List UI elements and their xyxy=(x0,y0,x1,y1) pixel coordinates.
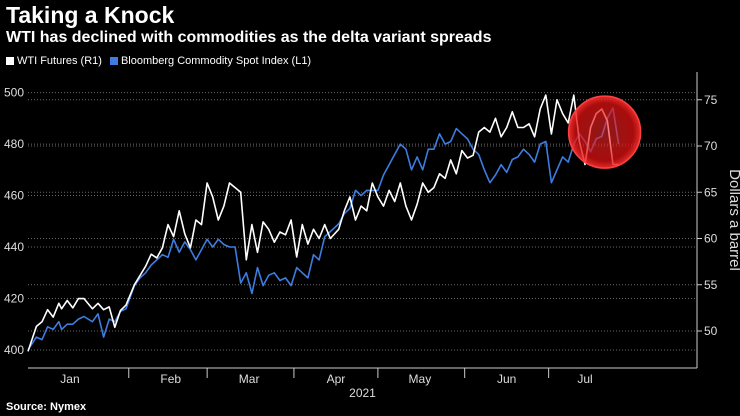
legend-item-bcom: Bloomberg Commodity Spot Index (L1) xyxy=(109,55,312,67)
legend-swatch-wti xyxy=(6,57,14,65)
x-tick-jun: Jun xyxy=(497,372,516,386)
right-tick-70: 70 xyxy=(704,139,718,153)
left-tick-480: 480 xyxy=(4,137,24,151)
x-tick-may: May xyxy=(409,372,432,386)
legend: WTI Futures (R1) Bloomberg Commodity Spo… xyxy=(6,55,319,67)
left-tick-400: 400 xyxy=(4,343,24,357)
x-tick-mar: Mar xyxy=(239,372,260,386)
chart-title: Taking a Knock xyxy=(6,2,175,28)
series-line-bcom xyxy=(27,107,620,351)
left-tick-500: 500 xyxy=(4,86,24,100)
left-tick-440: 440 xyxy=(4,240,24,254)
legend-item-wti: WTI Futures (R1) xyxy=(6,55,102,67)
right-tick-55: 55 xyxy=(704,278,718,292)
right-tick-60: 60 xyxy=(704,232,718,246)
left-tick-460: 460 xyxy=(4,189,24,203)
left-tick-420: 420 xyxy=(4,292,24,306)
x-tick-jul: Jul xyxy=(577,372,592,386)
x-tick-apr: Apr xyxy=(327,372,346,386)
legend-label-wti: WTI Futures (R1) xyxy=(17,55,102,67)
chart-subtitle: WTI has declined with commodities as the… xyxy=(6,29,492,46)
x-year-label: 2021 xyxy=(349,386,376,400)
right-tick-75: 75 xyxy=(704,93,718,107)
legend-swatch-bcom xyxy=(109,57,118,65)
series-line-wti xyxy=(27,94,619,352)
source-note: Source: Nymex xyxy=(6,401,87,413)
x-tick-jan: Jan xyxy=(60,372,79,386)
legend-label-bcom: Bloomberg Commodity Spot Index (L1) xyxy=(120,55,312,67)
x-tick-feb: Feb xyxy=(160,372,181,386)
right-tick-65: 65 xyxy=(704,185,718,199)
right-axis-label: Dollars a barrel xyxy=(726,169,740,271)
right-tick-50: 50 xyxy=(704,324,718,338)
highlight-circle xyxy=(567,95,642,169)
